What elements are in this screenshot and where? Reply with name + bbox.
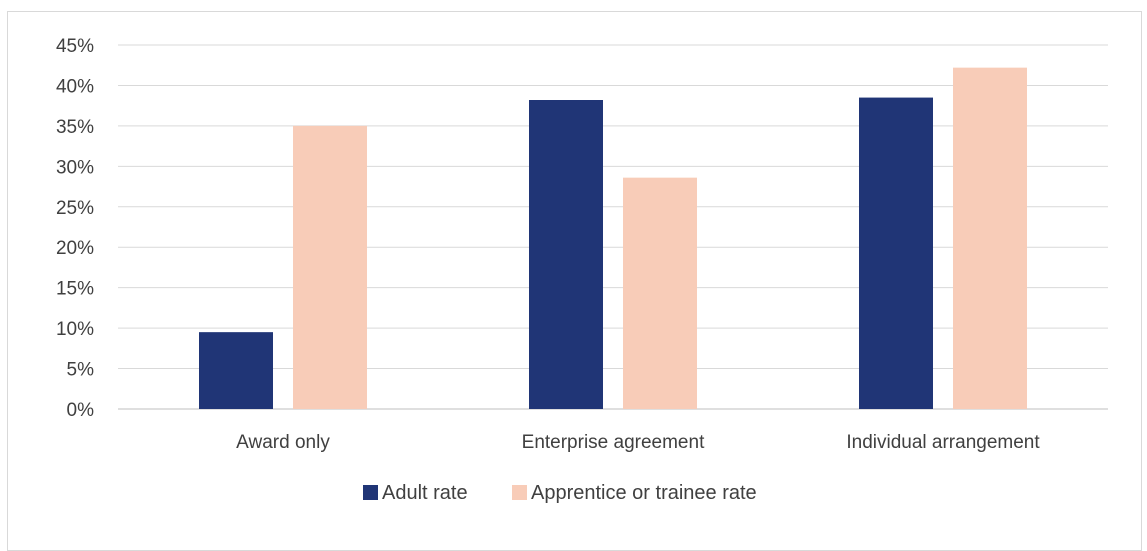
bars — [199, 67, 1027, 410]
y-axis-ticks: 0% 5% 10% 15% 20% 25% 30% 35% 40% 45% — [56, 36, 94, 421]
bar-adult-rate-1 — [529, 100, 603, 409]
bar-apprentice-rate-1 — [623, 177, 697, 409]
bar-apprentice-rate-2 — [953, 67, 1027, 409]
y-tick-label: 20% — [56, 238, 94, 259]
bar-adult-rate-0 — [199, 332, 273, 409]
gridlines — [118, 44, 1108, 410]
legend: Adult rate Apprentice or trainee rate — [363, 482, 757, 504]
y-tick-label: 10% — [56, 319, 94, 340]
x-tick-label: Individual arrangement — [846, 432, 1040, 453]
y-tick-label: 30% — [56, 157, 94, 178]
bar-adult-rate-2 — [859, 97, 933, 410]
legend-label: Adult rate — [382, 482, 468, 504]
y-tick-label: 40% — [56, 76, 94, 97]
y-tick-label: 25% — [56, 198, 94, 219]
x-tick-label: Enterprise agreement — [522, 432, 705, 453]
legend-swatch — [512, 485, 527, 500]
y-tick-label: 5% — [67, 360, 95, 381]
y-tick-label: 45% — [56, 36, 94, 57]
x-axis-ticks: Award only Enterprise agreement Individual… — [236, 432, 1040, 453]
bar-apprentice-rate-0 — [293, 125, 367, 409]
legend-swatch — [363, 485, 378, 500]
y-tick-label: 15% — [56, 279, 94, 300]
x-tick-label: Award only — [236, 432, 330, 453]
y-tick-label: 35% — [56, 117, 94, 138]
legend-label: Apprentice or trainee rate — [531, 482, 757, 504]
bar-chart: 0% 5% 10% 15% 20% 25% 30% 35% 40% 45% Award only E… — [56, 36, 1108, 504]
y-tick-label: 0% — [67, 400, 95, 421]
